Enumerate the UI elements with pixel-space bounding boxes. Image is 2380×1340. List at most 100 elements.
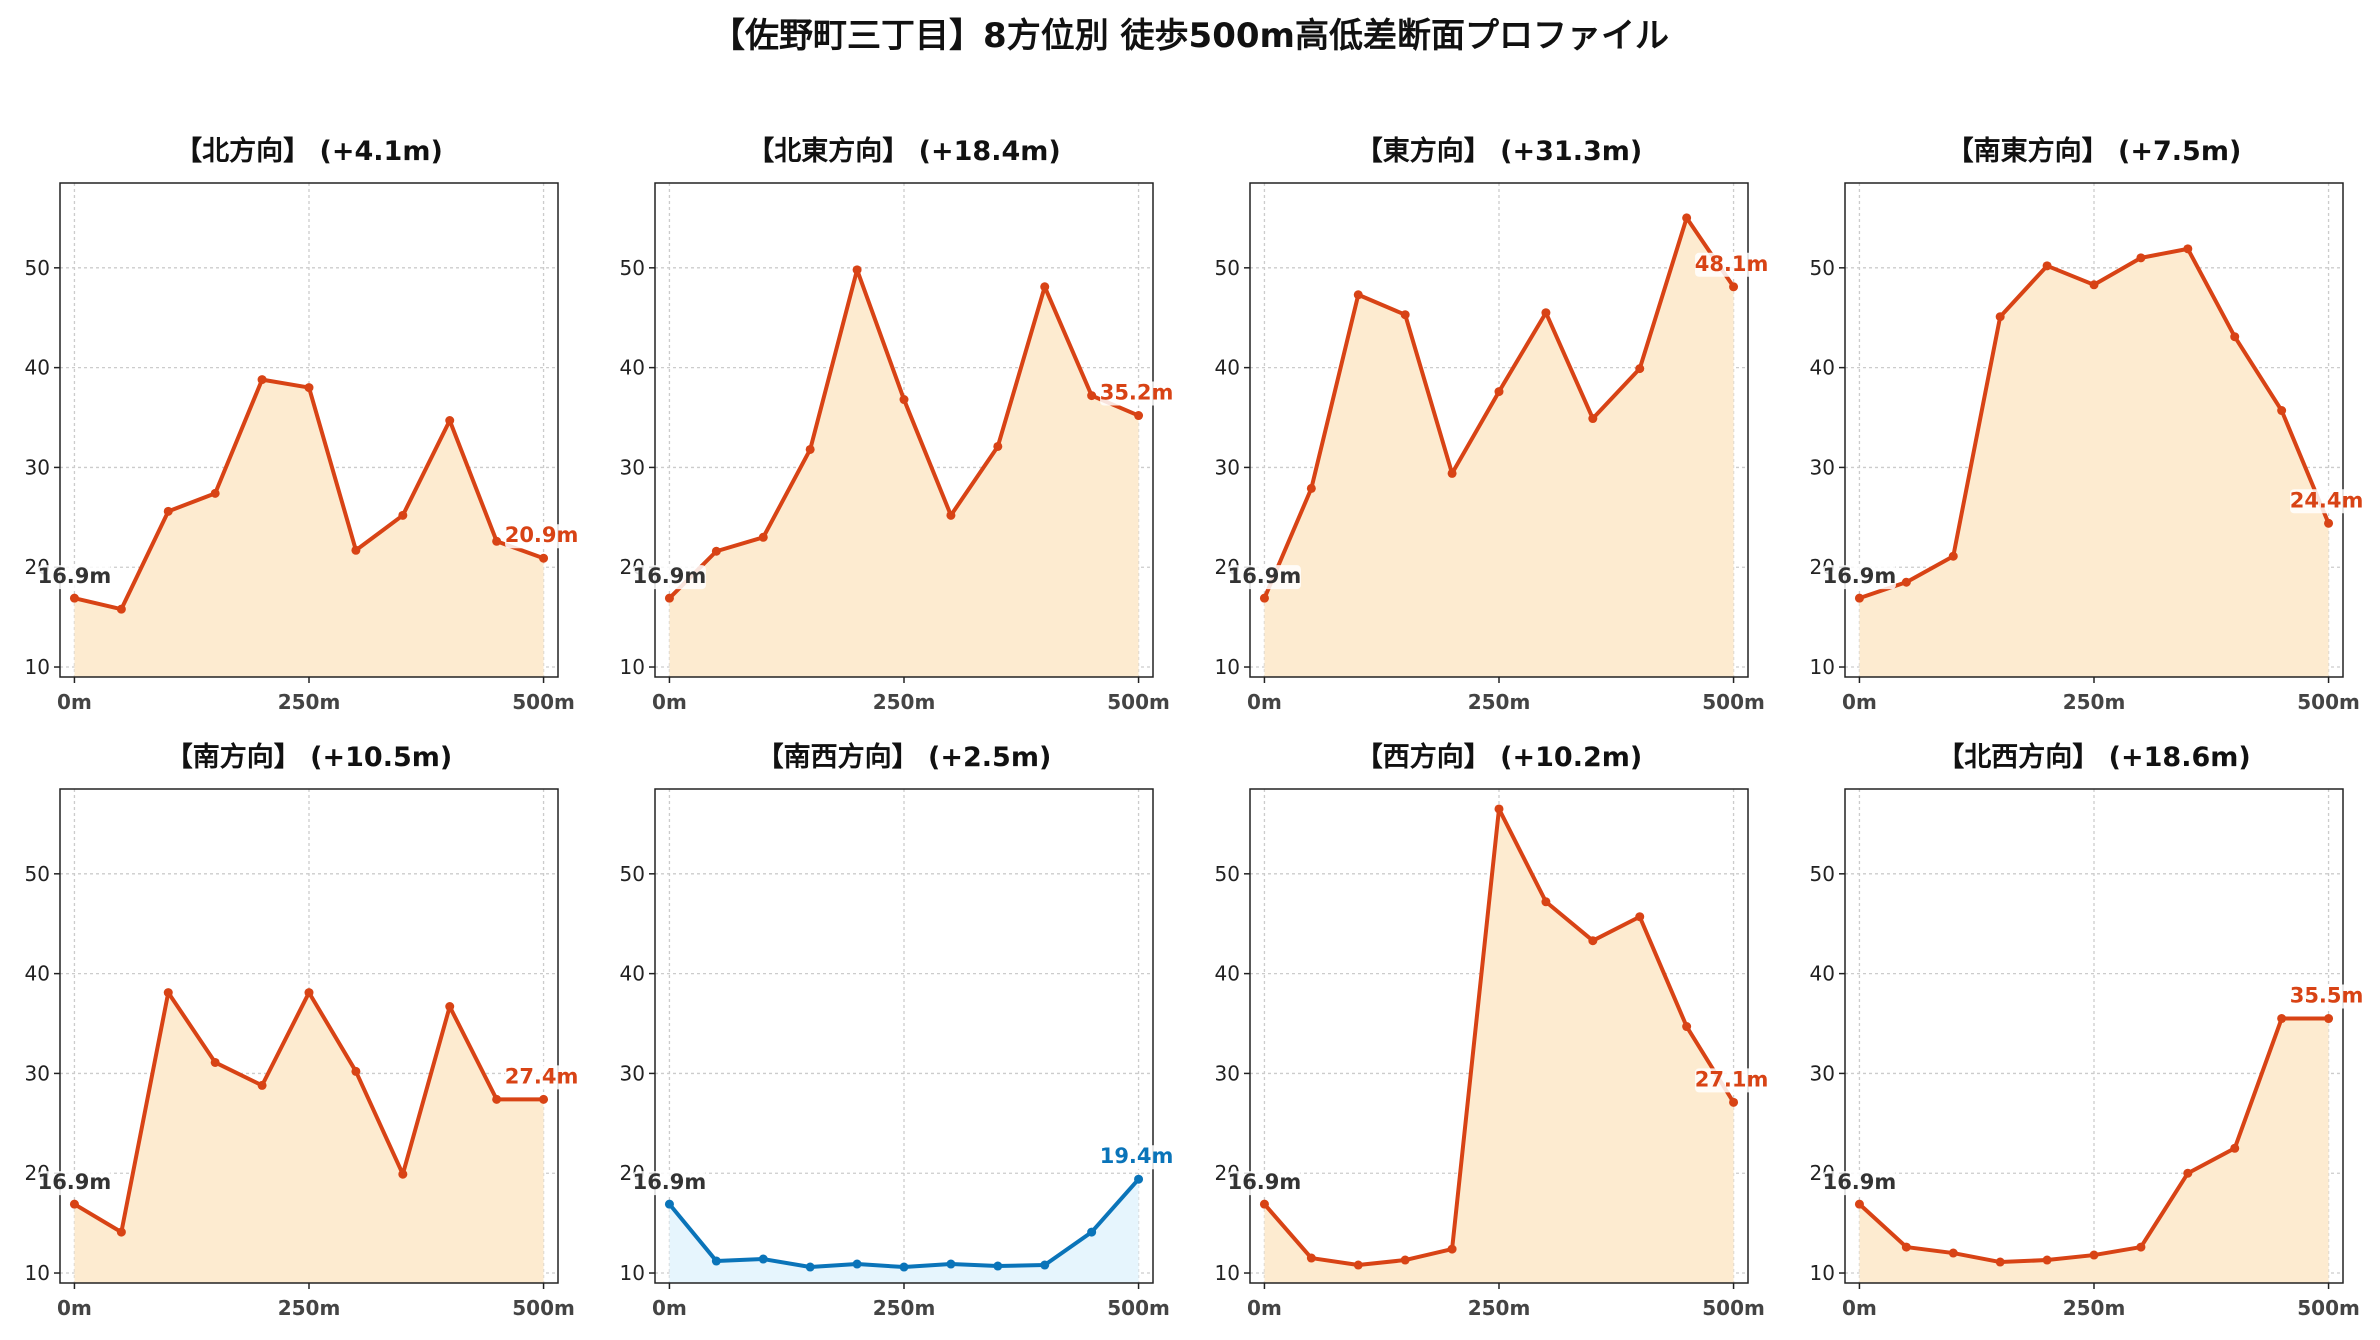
- x-tick-label: 250m: [873, 1296, 936, 1320]
- y-tick-label: 10: [25, 655, 50, 679]
- end-value-label-bg: [1695, 1068, 1769, 1093]
- start-value-label-group: 16.9m: [632, 564, 707, 590]
- x-tick-label: 250m: [278, 690, 341, 714]
- start-value-label-bg: [632, 565, 706, 590]
- y-tick-label: 50: [25, 862, 50, 886]
- data-point: [2230, 1143, 2240, 1153]
- data-point: [539, 1094, 549, 1104]
- end-value-label-group: 20.9m: [505, 523, 579, 549]
- end-value-label-group: 19.4m: [1100, 1144, 1174, 1170]
- start-value-label: 16.9m: [633, 564, 707, 588]
- y-tick-label: 50: [1810, 256, 1835, 280]
- end-value-label: 27.1m: [1695, 1067, 1769, 1091]
- end-value-label: 35.2m: [1100, 381, 1174, 405]
- y-tick-label: 30: [1810, 1061, 1835, 1085]
- data-point: [1447, 468, 1457, 478]
- start-value-label-group: 16.9m: [1823, 1170, 1897, 1196]
- data-point: [1995, 1257, 2005, 1267]
- chart-title: 【西方向】 (+10.2m): [1356, 741, 1642, 773]
- data-point: [1588, 414, 1598, 424]
- chart-panel-southwest: 【南西方向】 (+2.5m) 10 20 30 40 50 0m 250m 500m 16.9m 1…: [595, 736, 1174, 1320]
- y-tick-label: 40: [1810, 356, 1835, 380]
- data-point: [398, 1169, 408, 1179]
- x-tick-label: 0m: [652, 690, 687, 714]
- chart-panel-north: 【北方向】 (+4.1m) 10 20 30 40 50 0m 250m 500m 16.9m 20…: [0, 130, 579, 714]
- start-value-label-group: 16.9m: [38, 564, 112, 590]
- start-value-label-group: 16.9m: [1823, 564, 1896, 590]
- data-point: [257, 375, 267, 385]
- x-tick-label: 0m: [1842, 690, 1877, 714]
- chart-title: 【南東方向】 (+7.5m): [1947, 135, 2242, 167]
- data-point: [210, 488, 220, 498]
- data-point: [163, 988, 173, 998]
- end-value-label-group: 48.1m: [1695, 252, 1768, 277]
- data-point: [1087, 1227, 1097, 1237]
- start-value-label-group: 16.9m: [37, 1170, 111, 1196]
- x-tick-label: 500m: [512, 1296, 575, 1320]
- data-point: [163, 506, 173, 516]
- end-value-label-group: 24.4m: [2290, 488, 2363, 514]
- data-point: [1588, 936, 1598, 946]
- area-fill: [1859, 248, 2329, 677]
- end-value-label-group: 27.4m: [505, 1064, 578, 1090]
- area-fill: [1264, 808, 1734, 1283]
- data-point: [664, 593, 674, 603]
- end-value-label-bg: [505, 524, 579, 549]
- x-tick-label: 500m: [1107, 690, 1170, 714]
- x-tick-label: 500m: [512, 690, 575, 714]
- start-value-label: 16.9m: [633, 1170, 707, 1194]
- data-point: [899, 1262, 909, 1272]
- data-point: [445, 416, 455, 426]
- data-point: [2042, 1255, 2052, 1265]
- end-value-label: 20.9m: [505, 523, 579, 547]
- data-point: [351, 1066, 361, 1076]
- data-point: [1040, 1260, 1050, 1270]
- y-tick-label: 10: [620, 655, 645, 679]
- y-tick-label: 30: [1215, 1061, 1240, 1085]
- data-point: [1134, 1174, 1144, 1184]
- data-point: [445, 1002, 455, 1012]
- start-value-label-bg: [1227, 565, 1301, 590]
- data-point: [304, 988, 314, 998]
- y-tick-label: 10: [620, 1261, 645, 1285]
- start-value-label-group: 16.9m: [1227, 564, 1301, 590]
- data-point: [1259, 593, 1269, 603]
- area-fill: [74, 379, 544, 677]
- start-value-label-group: 16.9m: [1228, 1170, 1301, 1196]
- chart-title: 【北方向】 (+4.1m): [175, 135, 443, 167]
- y-tick-label: 50: [1215, 862, 1240, 886]
- start-value-label: 16.9m: [1823, 1170, 1897, 1194]
- x-tick-label: 500m: [1702, 1296, 1765, 1320]
- start-value-label-group: 16.9m: [633, 1170, 707, 1196]
- end-value-label-bg: [2290, 984, 2364, 1009]
- start-value-label-bg: [37, 1171, 111, 1196]
- x-tick-label: 250m: [2063, 1296, 2126, 1320]
- data-point: [2089, 1250, 2099, 1260]
- data-point: [1901, 577, 1911, 587]
- y-tick-label: 30: [25, 455, 50, 479]
- x-tick-label: 0m: [57, 1296, 92, 1320]
- x-tick-label: 0m: [652, 1296, 687, 1320]
- data-point: [2183, 1168, 2193, 1178]
- end-value-label: 19.4m: [1100, 1144, 1174, 1168]
- chart-panel-east: 【東方向】 (+31.3m) 10 20 30 40 50 0m 250m 500m 16.9m 4…: [1190, 130, 1769, 714]
- data-point: [304, 383, 314, 393]
- y-tick-label: 40: [1215, 356, 1240, 380]
- data-point: [2136, 253, 2146, 263]
- end-value-label-group: 35.5m: [2290, 984, 2364, 1009]
- x-tick-label: 0m: [1247, 1296, 1282, 1320]
- y-tick-label: 30: [620, 1061, 645, 1085]
- area-fill: [74, 992, 544, 1283]
- data-point: [210, 1057, 220, 1067]
- y-tick-label: 30: [620, 455, 645, 479]
- data-point: [1854, 593, 1864, 603]
- data-point: [351, 545, 361, 555]
- data-point: [257, 1080, 267, 1090]
- data-point: [2042, 261, 2052, 271]
- start-value-label: 16.9m: [38, 564, 112, 588]
- data-point: [116, 604, 126, 614]
- data-point: [2089, 280, 2099, 290]
- y-tick-label: 10: [1215, 1261, 1240, 1285]
